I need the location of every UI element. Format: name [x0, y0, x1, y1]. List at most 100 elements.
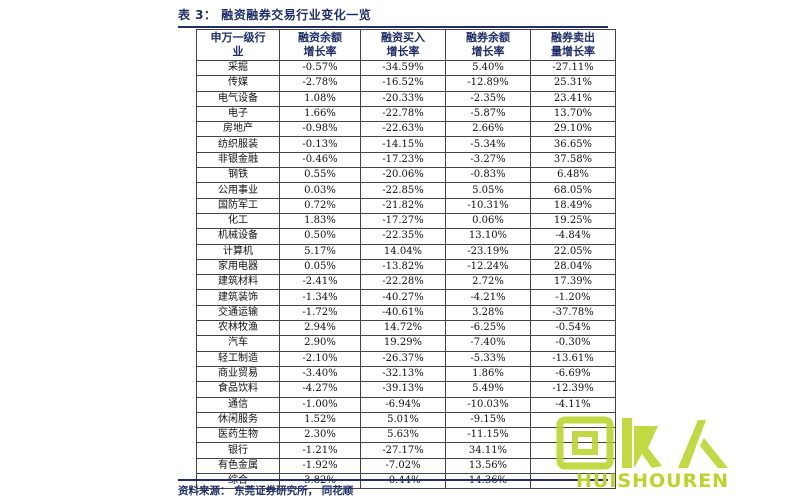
- cell-financing-buy: -40.61%: [360, 304, 446, 322]
- cell-financing-balance: -1.72%: [279, 304, 361, 322]
- table-row: 电子 1.66% -22.78% -5.87% 13.70%: [196, 105, 616, 123]
- cell-financing-buy: -7.02%: [360, 457, 446, 475]
- cell-industry: 医药生物: [196, 427, 280, 444]
- table-caption: 表 3： 融资融券交易行业变化一览: [178, 8, 372, 22]
- cell-short-balance: -12.89%: [445, 75, 531, 92]
- cell-financing-balance: -1.00%: [279, 396, 361, 413]
- industry-margin-table: 申万一级行业 融资余额 增长率 融资买入 增长率 融券余额 增长率 融券卖出 量增长率 …: [196, 29, 616, 490]
- cell-financing-buy: -16.52%: [360, 75, 446, 92]
- cell-industry: 建筑装饰: [196, 289, 280, 306]
- source-note: 资料来源： 东莞证券研究所， 同花顺: [178, 485, 354, 497]
- cell-financing-balance: 1.08%: [279, 90, 361, 107]
- cell-short-balance: 5.49%: [445, 381, 531, 398]
- cell-financing-buy: -17.23%: [360, 151, 446, 169]
- table-row: 商业贸易 -3.40% -32.13% 1.86% -6.69%: [196, 365, 616, 383]
- cell-short-sell: 28.04%: [530, 258, 616, 276]
- cell-industry: 休闲服务: [196, 411, 280, 429]
- cell-financing-balance: -0.46%: [279, 151, 361, 169]
- cell-financing-balance: 2.90%: [279, 335, 361, 352]
- cell-financing-balance: -0.57%: [279, 59, 361, 77]
- cell-short-sell: [530, 473, 616, 490]
- table-row: 有色金属 -1.92% -7.02% 13.56%: [196, 457, 616, 475]
- cell-financing-buy: -22.28%: [360, 274, 446, 291]
- table-row: 传媒 -2.78% -16.52% -12.89% 25.31%: [196, 75, 616, 92]
- top-rule: [178, 26, 608, 28]
- cell-short-balance: -12.24%: [445, 258, 531, 276]
- cell-short-balance: 13.56%: [445, 457, 531, 475]
- table-row: 家用电器 0.05% -13.82% -12.24% 28.04%: [196, 258, 616, 276]
- cell-financing-balance: -0.98%: [279, 121, 361, 138]
- header-short-balance: 融券余额 增长率: [445, 29, 531, 61]
- cell-short-sell: -1.20%: [530, 289, 616, 306]
- cell-short-balance: 14.36%: [445, 473, 531, 490]
- cell-financing-balance: 0.05%: [279, 258, 361, 276]
- header-short-sell: 融券卖出 量增长率: [530, 29, 616, 61]
- cell-short-sell: -0.30%: [530, 335, 616, 352]
- cell-financing-buy: 19.29%: [360, 335, 446, 352]
- table-row: 通信 -1.00% -6.94% -10.03% -4.11%: [196, 396, 616, 413]
- cell-industry: 交通运输: [196, 304, 280, 322]
- cell-short-balance: 34.11%: [445, 442, 531, 459]
- cell-financing-balance: 1.52%: [279, 411, 361, 429]
- cell-short-balance: -9.15%: [445, 411, 531, 429]
- cell-financing-balance: 0.72%: [279, 197, 361, 214]
- cell-short-sell: -27.11%: [530, 59, 616, 77]
- table-row: 建筑材料 -2.41% -22.28% 2.72% 17.39%: [196, 274, 616, 291]
- cell-financing-balance: 2.30%: [279, 427, 361, 444]
- table-row: 国防军工 0.72% -21.82% -10.31% 18.49%: [196, 197, 616, 214]
- cell-financing-buy: -21.82%: [360, 197, 446, 214]
- cell-industry: 通信: [196, 396, 280, 413]
- table-row: 房地产 -0.98% -22.63% 2.66% 29.10%: [196, 121, 616, 138]
- cell-financing-balance: 0.03%: [279, 182, 361, 199]
- cell-short-sell: 25.31%: [530, 75, 616, 92]
- cell-financing-buy: -20.33%: [360, 90, 446, 107]
- cell-financing-buy: -14.15%: [360, 136, 446, 153]
- cell-short-balance: -23.19%: [445, 243, 531, 260]
- cell-short-sell: 22.05%: [530, 243, 616, 260]
- cell-short-balance: -11.15%: [445, 427, 531, 444]
- cell-short-balance: -7.40%: [445, 335, 531, 352]
- cell-industry: 非银金融: [196, 151, 280, 169]
- cell-financing-balance: 5.17%: [279, 243, 361, 260]
- cell-industry: 银行: [196, 442, 280, 459]
- cell-short-sell: 29.10%: [530, 121, 616, 138]
- cell-industry: 传媒: [196, 75, 280, 92]
- watermark-logo: [556, 416, 728, 470]
- table-row: 交通运输 -1.72% -40.61% 3.28% -37.78%: [196, 304, 616, 322]
- cell-financing-buy: 14.04%: [360, 243, 446, 260]
- cell-financing-buy: -20.06%: [360, 167, 446, 184]
- cell-financing-buy: -6.94%: [360, 396, 446, 413]
- table-row: 非银金融 -0.46% -17.23% -3.27% 37.58%: [196, 151, 616, 169]
- table-row: 电气设备 1.08% -20.33% -2.35% 23.41%: [196, 90, 616, 107]
- cell-industry: 家用电器: [196, 258, 280, 276]
- cell-financing-balance: -1.21%: [279, 442, 361, 459]
- table-header-row: 申万一级行业 融资余额 增长率 融资买入 增长率 融券余额 增长率 融券卖出 量增长率: [196, 29, 616, 61]
- table-row: 公用事业 0.03% -22.85% 5.05% 68.05%: [196, 182, 616, 199]
- cell-industry: 汽车: [196, 335, 280, 352]
- cell-industry: 食品饮料: [196, 381, 280, 398]
- cell-industry: 公用事业: [196, 182, 280, 199]
- cell-short-sell: -0.54%: [530, 320, 616, 337]
- cell-financing-buy: -22.35%: [360, 228, 446, 245]
- table-row: 采掘 -0.57% -34.59% 5.40% -27.11%: [196, 59, 616, 77]
- cell-industry: 轻工制造: [196, 350, 280, 367]
- cell-industry: 采掘: [196, 59, 280, 77]
- cell-financing-buy: 5.63%: [360, 427, 446, 444]
- cell-industry: 化工: [196, 212, 280, 230]
- cell-short-sell: -13.61%: [530, 350, 616, 367]
- cell-short-sell: 13.70%: [530, 105, 616, 123]
- cell-short-balance: -5.33%: [445, 350, 531, 367]
- cell-financing-buy: -22.85%: [360, 182, 446, 199]
- table-row: 纺织服装 -0.13% -14.15% -5.34% 36.65%: [196, 136, 616, 153]
- header-financing-buy: 融资买入 增长率: [360, 29, 446, 61]
- cell-short-balance: 2.66%: [445, 121, 531, 138]
- cell-financing-balance: 0.50%: [279, 228, 361, 245]
- cell-financing-buy: 5.01%: [360, 411, 446, 429]
- cell-financing-balance: -1.92%: [279, 457, 361, 475]
- cell-financing-buy: -13.82%: [360, 258, 446, 276]
- cell-short-sell: -37.78%: [530, 304, 616, 322]
- cell-industry: 机械设备: [196, 228, 280, 245]
- cell-short-sell: 68.05%: [530, 182, 616, 199]
- cell-short-balance: -2.35%: [445, 90, 531, 107]
- cell-industry: 农林牧渔: [196, 320, 280, 337]
